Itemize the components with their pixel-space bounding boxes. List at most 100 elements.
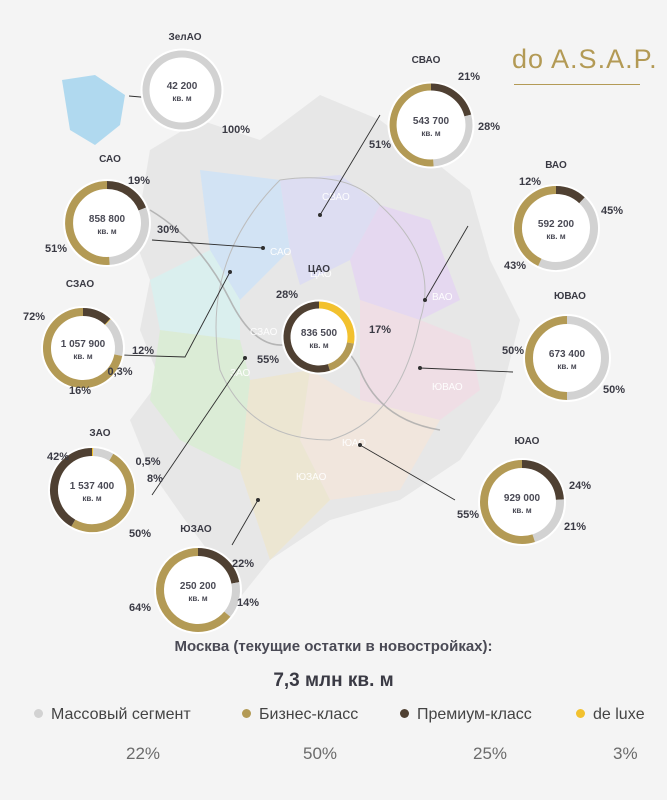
zone-szao xyxy=(150,250,240,340)
zone-svao xyxy=(280,175,380,285)
zone-uao xyxy=(300,370,440,500)
map-label: СЗАО xyxy=(250,327,278,338)
donut-slice-premium xyxy=(50,448,93,527)
donut-bg xyxy=(63,179,151,267)
donut-свао: 543 700 кв. м СВАО 21% 28% 51% xyxy=(318,55,500,217)
leader-dot xyxy=(228,270,232,274)
data-label: 21% xyxy=(564,521,586,533)
district-name: ВАО xyxy=(545,160,567,171)
legend-item-deluxe: de luxe xyxy=(576,706,645,724)
data-label: 51% xyxy=(45,243,67,255)
data-label: 0,5% xyxy=(135,456,160,468)
district-name: ЮАО xyxy=(515,436,540,447)
moscow-map: САО СВАО ЦАО СЗАО ВАО ЮВАО ЗАО ЮАО ЮЗАО 42 200 кв.… xyxy=(23,32,625,634)
leader-line xyxy=(231,499,259,546)
leader-dot xyxy=(318,213,322,217)
donut-area-unit: кв. м xyxy=(421,129,440,138)
leader-dot xyxy=(423,298,427,302)
donut-slice-mass xyxy=(92,448,114,461)
donut-area-unit: кв. м xyxy=(512,506,531,515)
district-name: ЮЗАО xyxy=(180,524,212,535)
legend-item-mass: Массовый сегмент xyxy=(34,706,191,724)
donut-slice-premium xyxy=(197,548,240,584)
donut-area-value: 1 057 900 xyxy=(61,339,106,350)
share-mass: 22% xyxy=(126,744,161,763)
donut-bg xyxy=(512,184,600,272)
leader-line xyxy=(121,271,231,358)
data-label: 16% xyxy=(69,385,91,397)
brand-underline xyxy=(514,84,640,85)
leader-dot xyxy=(256,498,260,502)
donut-bg xyxy=(281,299,357,375)
data-label: 50% xyxy=(502,345,524,357)
data-label: 51% xyxy=(369,139,391,151)
donut-area-unit: кв. м xyxy=(309,341,328,350)
summary-title: Москва (текущие остатки в новостройках): xyxy=(174,638,493,655)
summary-total: 7,3 млн кв. м xyxy=(273,670,394,691)
donut-slice-mass xyxy=(433,114,473,167)
leader-line xyxy=(419,367,514,373)
data-label: 22% xyxy=(232,558,254,570)
legend-label-deluxe: de luxe xyxy=(593,706,645,723)
data-label: 50% xyxy=(603,384,625,396)
district-name: ЗелАО xyxy=(168,32,201,43)
donut-area-unit: кв. м xyxy=(546,232,565,241)
data-label: 19% xyxy=(128,175,150,187)
donut-area-value: 858 800 xyxy=(89,214,126,225)
data-label: 21% xyxy=(458,71,480,83)
donut-bg xyxy=(478,458,566,546)
donut-area-unit: кв. м xyxy=(97,227,116,236)
zone-zao xyxy=(150,330,250,470)
data-label: 30% xyxy=(157,224,179,236)
data-label: 0,3% xyxy=(107,366,132,378)
legend-swatch-mass xyxy=(34,709,43,719)
donut-slice-mass xyxy=(532,499,564,542)
donut-slice-business xyxy=(43,308,123,388)
donut-slice-mass xyxy=(538,197,598,270)
map-label: САО xyxy=(270,247,291,258)
donut-юзао: 250 200 кв. м ЮЗАО 22% 14% 64% xyxy=(129,498,260,634)
share-deluxe: 3% xyxy=(613,744,638,763)
donut-area-value: 929 000 xyxy=(504,493,541,504)
donut-slice-premium xyxy=(521,460,564,501)
map-label: ВАО xyxy=(432,292,453,303)
data-label: 42% xyxy=(47,451,69,463)
share-business: 50% xyxy=(303,744,338,763)
donut-slice-premium xyxy=(283,301,330,373)
donut-bg xyxy=(140,48,224,132)
data-label: 24% xyxy=(569,480,591,492)
donut-area-value: 836 500 xyxy=(301,328,338,339)
donut-area-value: 673 400 xyxy=(549,349,586,360)
legend-label-business: Бизнес-класс xyxy=(259,706,359,723)
donut-slice-mass xyxy=(224,582,240,617)
legend-swatch-business xyxy=(242,709,251,719)
data-label: 8% xyxy=(147,473,163,485)
donut-slice-business xyxy=(65,181,110,265)
map-label: ЗАО xyxy=(230,368,250,379)
donut-вао: 592 200 кв. м ВАО 12% 45% 43% xyxy=(423,160,623,302)
legend: Массовый сегмент Бизнес-класс Премиум-кл… xyxy=(30,706,667,728)
donut-slice-mass xyxy=(108,207,149,265)
donut-slice-business xyxy=(156,548,231,632)
legend-label-mass: Массовый сегмент xyxy=(51,706,191,723)
district-name: ЦАО xyxy=(308,264,330,275)
donut-slice-premium xyxy=(555,186,585,204)
donut-bg xyxy=(387,81,475,169)
donut-сзао: 1 057 900 кв. м СЗАО 12%0,3% 16% 72% xyxy=(23,270,232,397)
donut-slice-business xyxy=(327,342,354,371)
zone-zelao xyxy=(62,75,125,145)
leader-line xyxy=(319,114,381,216)
donut-цао: 836 500 кв. м ЦАО 28% 17% 55% xyxy=(257,264,391,375)
donut-slice-business xyxy=(525,316,568,400)
legend-label-premium: Премиум-класс xyxy=(417,706,532,723)
brand-logo: do A.S.A.P. xyxy=(512,44,658,74)
donut-зао: 1 537 400 кв. м ЗАО 0,5% 8% 50% 42% xyxy=(47,356,247,540)
donut-area-unit: кв. м xyxy=(82,494,101,503)
legend-item-premium: Премиум-класс xyxy=(400,706,532,724)
donut-area-value: 543 700 xyxy=(413,116,450,127)
data-label: 55% xyxy=(257,354,279,366)
leader-dot xyxy=(358,443,362,447)
data-label: 14% xyxy=(237,597,259,609)
data-label: 45% xyxy=(601,205,623,217)
ring-road xyxy=(215,177,426,441)
